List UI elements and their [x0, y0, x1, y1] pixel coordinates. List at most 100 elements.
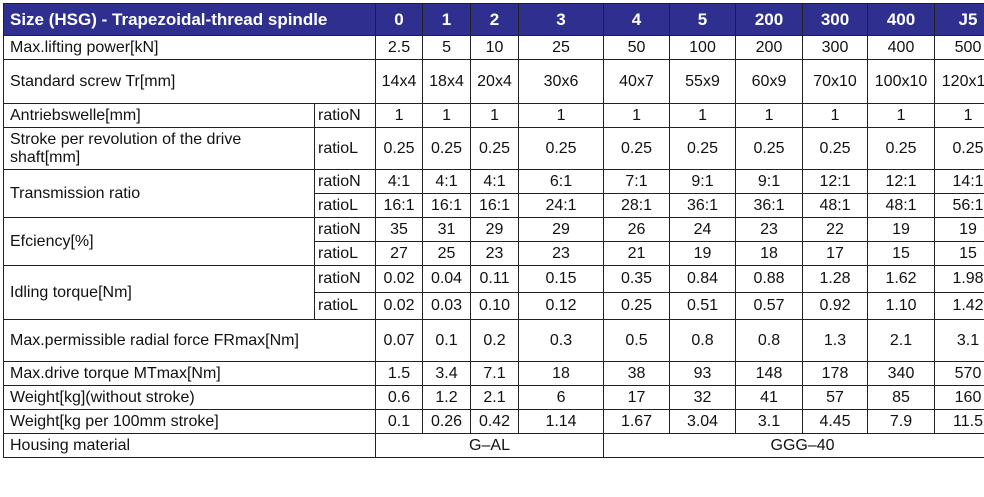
- table-cell: 24:1: [519, 194, 604, 218]
- table-cell: 27: [376, 242, 423, 266]
- table-cell: 22: [803, 218, 868, 242]
- table-cell: 0.11: [471, 266, 519, 293]
- table-cell: 0.25: [376, 128, 423, 170]
- table-cell: 50: [604, 36, 670, 60]
- header-row: Size (HSG) - Trapezoidal-thread spindle …: [4, 4, 984, 36]
- row-label: Weight[kg](without stroke): [4, 386, 376, 410]
- table-cell: 24: [670, 218, 736, 242]
- table-cell: 23: [736, 218, 803, 242]
- row-label: Standard screw Tr[mm]: [4, 60, 376, 104]
- table-cell: 15: [935, 242, 984, 266]
- row-label: Max.lifting power[kN]: [4, 36, 376, 60]
- table-cell: 17: [604, 386, 670, 410]
- table-cell: 3.04: [670, 410, 736, 434]
- table-cell: 1: [519, 104, 604, 128]
- row-label: Idling torque[Nm]: [4, 266, 315, 320]
- spindle-spec-table: Size (HSG) - Trapezoidal-thread spindle …: [3, 3, 984, 458]
- row-label: Stroke per revolution of the drive shaft…: [4, 128, 315, 170]
- table-cell: 25: [423, 242, 471, 266]
- table-cell: 0.51: [670, 293, 736, 320]
- table-cell: 3.1: [736, 410, 803, 434]
- size-header: 400: [868, 4, 935, 36]
- table-cell: 6:1: [519, 170, 604, 194]
- table-cell: 41: [736, 386, 803, 410]
- table-cell: 0.88: [736, 266, 803, 293]
- table-cell: 0.25: [604, 293, 670, 320]
- row-label: Max.permissible radial force FRmax[Nm]: [4, 320, 376, 362]
- table-cell: 570: [935, 362, 984, 386]
- table-cell: 0.1: [423, 320, 471, 362]
- table-row: Idling torque[Nm] ratioN 0.02 0.04 0.11 …: [4, 266, 984, 293]
- size-header: 0: [376, 4, 423, 36]
- table-row: Antriebswelle[mm] ratioN 1 1 1 1 1 1 1 1…: [4, 104, 984, 128]
- table-cell: 1.98: [935, 266, 984, 293]
- table-row: Efciency[%] ratioN 35 31 29 29 26 24 23 …: [4, 218, 984, 242]
- table-row: Housing material G–AL GGG–40: [4, 434, 984, 458]
- table-cell: 19: [935, 218, 984, 242]
- table-cell: 26: [604, 218, 670, 242]
- ratio-label: ratioN: [315, 104, 376, 128]
- table-cell: 35: [376, 218, 423, 242]
- table-cell: 200: [736, 36, 803, 60]
- table-cell: 500: [935, 36, 984, 60]
- table-cell: 11.5: [935, 410, 984, 434]
- table-cell: 120x14: [935, 60, 984, 104]
- row-label: Weight[kg per 100mm stroke]: [4, 410, 376, 434]
- table-cell: 1.3: [803, 320, 868, 362]
- table-cell: 1.28: [803, 266, 868, 293]
- table-cell: 0.57: [736, 293, 803, 320]
- size-header: 2: [471, 4, 519, 36]
- table-cell: 5: [423, 36, 471, 60]
- table-cell: 0.25: [670, 128, 736, 170]
- table-cell: 29: [471, 218, 519, 242]
- table-cell: 1: [736, 104, 803, 128]
- table-cell: 38: [604, 362, 670, 386]
- table-cell: 48:1: [868, 194, 935, 218]
- table-cell: 0.03: [423, 293, 471, 320]
- table-cell: 25: [519, 36, 604, 60]
- table-cell: 400: [868, 36, 935, 60]
- table-cell: 70x10: [803, 60, 868, 104]
- table-cell: 0.25: [471, 128, 519, 170]
- table-cell: 21: [604, 242, 670, 266]
- table-cell: 60x9: [736, 60, 803, 104]
- table-cell: 160: [935, 386, 984, 410]
- table-cell: 18x4: [423, 60, 471, 104]
- ratio-label: ratioL: [315, 293, 376, 320]
- table-cell: 30x6: [519, 60, 604, 104]
- table-cell: 14x4: [376, 60, 423, 104]
- table-cell: 7.9: [868, 410, 935, 434]
- table-cell: 14:1: [935, 170, 984, 194]
- table-cell: 0.04: [423, 266, 471, 293]
- table-cell: 0.8: [670, 320, 736, 362]
- size-header: 3: [519, 4, 604, 36]
- table-cell: 48:1: [803, 194, 868, 218]
- size-header: 5: [670, 4, 736, 36]
- table-cell: 6: [519, 386, 604, 410]
- ratio-label: ratioL: [315, 128, 376, 170]
- table-row: Standard screw Tr[mm] 14x4 18x4 20x4 30x…: [4, 60, 984, 104]
- ratio-label: ratioN: [315, 266, 376, 293]
- table-cell: 32: [670, 386, 736, 410]
- housing-material-group-b: GGG–40: [604, 434, 984, 458]
- table-cell: 178: [803, 362, 868, 386]
- table-cell: 4.45: [803, 410, 868, 434]
- size-header: 200: [736, 4, 803, 36]
- table-cell: 148: [736, 362, 803, 386]
- table-cell: 1.67: [604, 410, 670, 434]
- table-cell: 1: [423, 104, 471, 128]
- table-row: Weight[kg](without stroke) 0.6 1.2 2.1 6…: [4, 386, 984, 410]
- table-row: Stroke per revolution of the drive shaft…: [4, 128, 984, 170]
- table-cell: 9:1: [670, 170, 736, 194]
- table-cell: 0.26: [423, 410, 471, 434]
- ratio-label: ratioL: [315, 194, 376, 218]
- table-cell: 0.8: [736, 320, 803, 362]
- table-cell: 1.62: [868, 266, 935, 293]
- table-cell: 1.5: [376, 362, 423, 386]
- table-cell: 12:1: [868, 170, 935, 194]
- table-cell: 12:1: [803, 170, 868, 194]
- table-cell: 56:1: [935, 194, 984, 218]
- table-cell: 29: [519, 218, 604, 242]
- table-cell: 0.1: [376, 410, 423, 434]
- table-cell: 4:1: [376, 170, 423, 194]
